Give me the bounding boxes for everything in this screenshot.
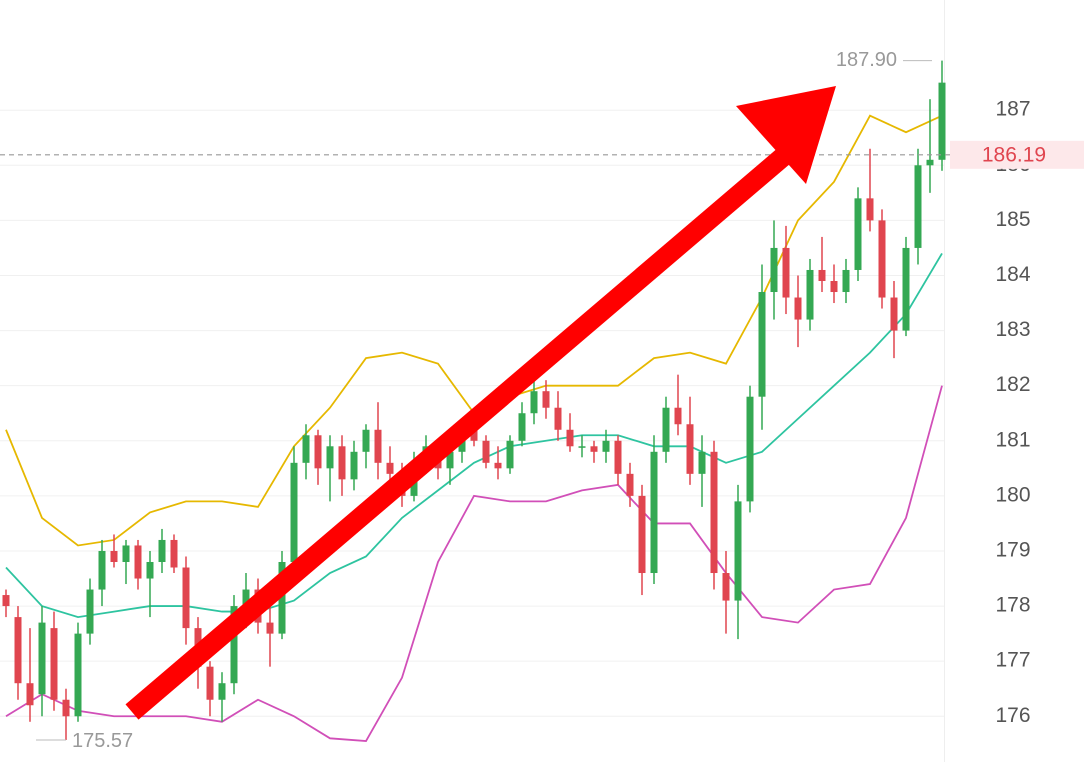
candle-body [914,165,922,248]
candle-body [350,451,358,480]
candle-body [878,220,886,298]
candle-body [818,269,826,281]
candle-body [62,699,70,717]
candle-body [242,589,250,607]
candle-body [566,429,574,447]
candle-body [446,451,454,469]
candle-body [110,550,118,562]
last-price-box [950,140,1084,169]
candles [2,60,946,740]
candle-body [662,407,670,452]
candle-body [530,391,538,414]
y-tick-label: 185 [995,208,1030,231]
candle-body [122,545,130,562]
candle-body [86,589,94,634]
candle-body [278,561,286,634]
candle-body [698,451,706,474]
candle-body [602,440,610,452]
arrow-head [736,86,836,184]
candle-body [782,247,790,298]
candle-body [710,451,718,574]
trend-arrow [125,86,836,720]
candle-body [2,595,10,607]
y-tick-label: 176 [995,704,1030,727]
candle-body [134,545,142,579]
candle-body [218,683,226,700]
high-label: 187.90 [836,49,897,71]
candle-body [770,247,778,293]
candle-body [482,440,490,463]
candle-body [674,407,682,425]
candle-body [614,440,622,474]
y-tick-label: 183 [995,318,1030,341]
candle-body [266,622,274,634]
candle-body [578,446,586,448]
candle-body [314,435,322,469]
candle-body [746,396,754,502]
y-tick-label: 180 [995,483,1030,506]
candle-body [374,429,382,463]
candle-body [650,451,658,574]
candle-body [38,622,46,695]
candle-body [146,561,154,579]
candle-body [362,429,370,452]
candle-body [518,413,526,441]
candle-body [494,462,502,469]
candle-body [14,617,22,684]
candle-body [758,292,766,397]
candle-body [722,573,730,601]
candle-body [290,462,298,562]
candle-body [590,446,598,452]
candle-body [938,82,946,160]
candle-body [206,666,214,700]
candle-body [542,391,550,408]
candle-body [170,539,178,568]
candle-body [470,429,478,441]
y-tick-label: 187 [995,98,1030,121]
candle-body [926,159,934,166]
y-tick-label: 178 [995,594,1030,617]
candle-body [158,539,166,562]
candle-body [734,501,742,601]
candle-body [326,446,334,469]
candle-body [182,567,190,629]
candle-body [506,440,514,469]
y-tick-label: 179 [995,539,1030,562]
candle-body [890,297,898,331]
y-tick-label: 177 [995,649,1030,672]
candle-body [830,280,838,293]
low-label: 175.57 [72,730,133,752]
candle-body [638,495,646,574]
y-tick-label: 184 [995,263,1030,286]
band-line [5,252,943,619]
candle-body [98,550,106,590]
candle-body [842,269,850,293]
candle-body [74,633,82,717]
band-line [5,385,943,743]
candle-body [794,297,802,320]
candle-body [866,198,874,221]
y-tick-label: 182 [995,373,1030,396]
candle-body [686,424,694,474]
candle-body [854,198,862,270]
arrow-shaft [125,147,792,720]
candle-body [338,446,346,480]
candle-body [26,683,34,706]
candle-body [386,462,394,474]
candle-body [806,269,814,320]
candle-body [554,407,562,430]
candle-body [302,435,310,463]
labels: 176177178179180181182183184185186187186.… [0,49,1084,752]
candle-body [902,247,910,331]
y-tick-label: 181 [995,428,1030,451]
last-price-label: 186.19 [982,143,1046,166]
candle-body [50,628,58,700]
candle-body [626,473,634,496]
candle-body [230,606,238,684]
